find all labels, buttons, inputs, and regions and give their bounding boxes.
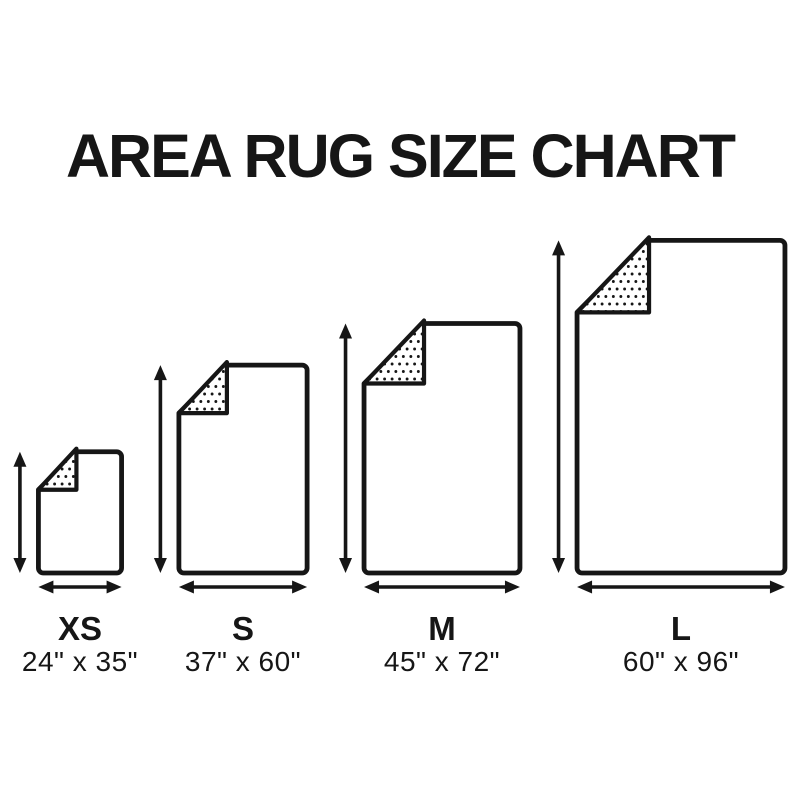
- rug-m-width-arrow: [364, 580, 520, 594]
- rug-xs-dimensions-label: 24" x 35": [22, 646, 138, 677]
- rug-xs-fold-dots: [38, 448, 77, 490]
- rug-xs-height-arrow: [13, 451, 27, 573]
- rug-m-fold-dots: [364, 320, 425, 384]
- rug-l-fold-dots: [577, 237, 650, 313]
- rug-xs-size-label: XS: [58, 610, 102, 647]
- rug-l-size-label: L: [671, 610, 691, 647]
- rug-m-dimensions-label: 45" x 72": [384, 646, 500, 677]
- rug-l-height-arrow: [552, 240, 566, 573]
- rug-l-dimensions-label: 60" x 96": [623, 646, 739, 677]
- rug-xs-outline: [36, 449, 124, 576]
- rug-group-m: M45" x 72": [339, 318, 523, 677]
- rug-xs-width-arrow: [38, 580, 122, 594]
- rug-s-fold-dots: [178, 362, 227, 414]
- rug-m-outline: [361, 321, 523, 576]
- rug-m-height-arrow: [339, 323, 353, 573]
- rug-s-dimensions-label: 37" x 60": [185, 646, 301, 677]
- rug-l-outline: [574, 237, 788, 576]
- rug-group-l: L60" x 96": [552, 235, 788, 677]
- rug-l-width-arrow: [577, 580, 785, 594]
- rug-s-outline: [176, 362, 310, 576]
- rug-s-height-arrow: [153, 365, 167, 573]
- page-title: AREA RUG SIZE CHART: [65, 122, 736, 190]
- rug-s-size-label: S: [232, 610, 254, 647]
- rug-group-s: S37" x 60": [153, 360, 310, 677]
- rug-m-size-label: M: [428, 610, 456, 647]
- rug-s-width-arrow: [178, 580, 308, 594]
